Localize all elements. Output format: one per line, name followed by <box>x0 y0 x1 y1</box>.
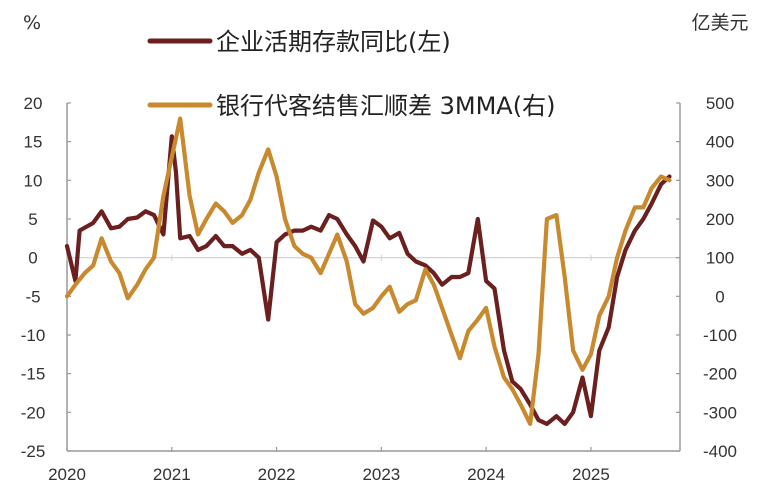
left-tick-label: 15 <box>24 133 43 152</box>
left-tick-label: 10 <box>24 171 43 190</box>
x-tick-label: 2023 <box>362 465 400 484</box>
x-tick-label: 2022 <box>258 465 296 484</box>
series-line-2 <box>64 116 672 426</box>
right-tick-label: 0 <box>715 287 724 306</box>
left-tick-label: 0 <box>28 249 37 268</box>
left-tick-label: -10 <box>21 326 46 345</box>
chart-labels: 20 15 10 5 0 -5 -10 -15 -20 -25 500 400 300 200 100 0 -1… <box>21 12 749 484</box>
chart-axes <box>66 102 681 452</box>
chart-legend: 企业活期存款同比(左) 银行代客结售汇顺差 3MMA(右) <box>147 28 555 120</box>
x-tick-label: 2020 <box>48 465 86 484</box>
x-tick-label: 2021 <box>153 465 191 484</box>
left-axis-unit: % <box>23 12 41 34</box>
right-tick-label: 400 <box>706 133 734 152</box>
left-tick-label: -25 <box>21 442 46 461</box>
right-tick-label: -300 <box>703 403 737 422</box>
legend-label-2: 银行代客结售汇顺差 3MMA(右) <box>216 92 555 120</box>
left-tick-label: -15 <box>21 365 46 384</box>
series-line-1 <box>64 134 672 426</box>
right-tick-label: -200 <box>703 365 737 384</box>
right-tick-label: 100 <box>706 249 734 268</box>
right-tick-label: -100 <box>703 326 737 345</box>
right-tick-label: 300 <box>706 171 734 190</box>
left-tick-label: -5 <box>25 287 40 306</box>
left-tick-label: -20 <box>21 403 46 422</box>
x-tick-label: 2024 <box>467 465 505 484</box>
x-tick-label: 2025 <box>572 465 610 484</box>
right-tick-label: 500 <box>706 94 734 113</box>
legend-label-1: 企业活期存款同比(左) <box>216 28 451 56</box>
left-tick-label: 20 <box>24 94 43 113</box>
right-axis-unit: 亿美元 <box>691 12 748 34</box>
chart-series-layer <box>64 116 672 426</box>
right-tick-label: -400 <box>703 442 737 461</box>
right-tick-label: 200 <box>706 210 734 229</box>
left-tick-label: 5 <box>28 210 37 229</box>
